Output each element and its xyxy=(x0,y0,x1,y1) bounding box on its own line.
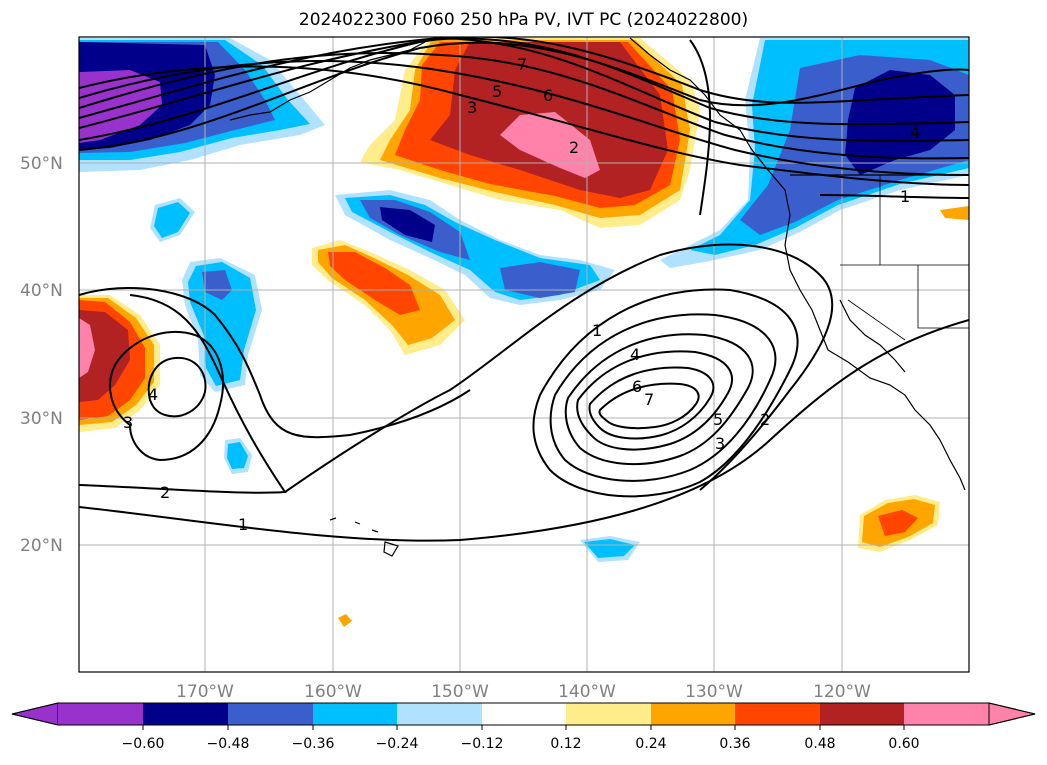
contour-line xyxy=(79,243,834,494)
pv-neg-region xyxy=(202,270,232,300)
lon-label: 170°W xyxy=(176,682,234,702)
colorbar-tick-label: −0.36 xyxy=(292,736,335,752)
lat-label: 20°N xyxy=(20,536,63,556)
lon-label: 140°W xyxy=(558,682,616,702)
pv-neg-region xyxy=(380,207,435,242)
colorbar-segment xyxy=(566,703,651,725)
contour-line xyxy=(576,350,733,451)
graticule xyxy=(79,37,969,672)
colorbar-segment xyxy=(904,703,989,725)
contour-line xyxy=(79,286,471,439)
contour-line xyxy=(109,330,224,462)
pv-neg-region xyxy=(227,442,248,469)
contour-label: 3 xyxy=(123,413,133,432)
baja-coastline xyxy=(839,299,906,373)
contour-label: 2 xyxy=(160,483,170,502)
colorbar-segment xyxy=(228,703,313,725)
longitude-labels: 170°W 160°W 150°W 140°W 130°W 120°W xyxy=(176,682,871,702)
contour-label: 3 xyxy=(467,98,477,117)
hawaii-islands xyxy=(329,517,399,557)
lon-label: 120°W xyxy=(813,682,871,702)
colorbar-segment xyxy=(651,703,735,725)
contour-label: 4 xyxy=(148,385,158,404)
colorbar-segment xyxy=(397,703,482,725)
contour-line xyxy=(79,37,969,142)
border-line xyxy=(917,265,969,329)
contour-line xyxy=(598,382,700,430)
contour-label: 4 xyxy=(630,345,640,364)
contour-label: 7 xyxy=(517,55,527,74)
colorbar-tick-label: 0.60 xyxy=(888,736,919,752)
colorbar-segment xyxy=(820,703,904,725)
colorbar-tick-label: 0.12 xyxy=(550,736,581,752)
contour-line xyxy=(549,313,777,482)
colorbar-tick-label: −0.24 xyxy=(376,736,419,752)
contour-line xyxy=(79,37,969,141)
contour-line xyxy=(79,59,969,176)
contour-label: 5 xyxy=(713,410,723,429)
contour-line xyxy=(564,333,754,466)
lat-label: 40°N xyxy=(20,281,63,301)
contour-label: 1 xyxy=(238,515,248,534)
pv-pos-region xyxy=(79,318,95,378)
contour-label: 5 xyxy=(492,82,502,101)
contour-line xyxy=(532,288,799,498)
colorbar-tick-label: −0.60 xyxy=(122,736,165,752)
colorbar-tick-label: 0.48 xyxy=(804,736,835,752)
colorbar-segment xyxy=(143,703,228,725)
contour-line xyxy=(79,52,969,160)
colorbar-segment xyxy=(313,703,397,725)
contour-label: 6 xyxy=(543,86,553,105)
map-frame xyxy=(78,36,970,673)
colorbar-tick-label: −0.48 xyxy=(207,736,250,752)
contour-label: 1 xyxy=(900,187,910,206)
pv-pos-region xyxy=(940,206,969,220)
pv-pos-region xyxy=(338,614,352,627)
pv-pos-region xyxy=(328,252,420,315)
contour-line xyxy=(79,65,969,186)
ivt-contours xyxy=(79,37,969,542)
lat-label: 30°N xyxy=(20,409,63,429)
map-title: 2024022300 F060 250 hPa PV, IVT PC (2024… xyxy=(298,10,749,30)
pv-pos-region xyxy=(878,510,918,536)
contour-line xyxy=(689,39,969,216)
lat-label: 50°N xyxy=(20,154,63,174)
contour-label: 3 xyxy=(715,434,725,453)
colorbar-extend-low xyxy=(11,702,59,726)
border-line xyxy=(847,299,906,341)
colorbar-ticks xyxy=(142,725,905,730)
colorbar-outline xyxy=(11,702,1036,726)
contour-line xyxy=(79,37,969,129)
colorbar: −0.60 −0.48 −0.36 −0.24 −0.12 0.12 0.24 … xyxy=(11,702,1036,752)
lon-label: 130°W xyxy=(685,682,743,702)
colorbar-segment xyxy=(58,703,143,725)
lon-label: 160°W xyxy=(304,682,362,702)
pv-pos-region xyxy=(500,112,600,178)
colorbar-extend-high xyxy=(988,702,1036,726)
lon-label: 150°W xyxy=(431,682,489,702)
contour-label: 1 xyxy=(592,321,602,340)
contour-label: 2 xyxy=(569,138,579,157)
contour-line xyxy=(79,319,969,542)
contour-label: 2 xyxy=(760,410,770,429)
contour-label: 6 xyxy=(632,377,642,396)
pv-neg-region xyxy=(500,262,580,298)
colorbar-tick-label: 0.24 xyxy=(635,736,666,752)
colorbar-tick-label: 0.36 xyxy=(719,736,750,752)
colorbar-segment xyxy=(735,703,820,725)
contour-label: 4 xyxy=(910,123,920,142)
pv-neg-region xyxy=(584,539,635,558)
colorbar-segment xyxy=(482,703,566,725)
contour-labels: 7 6 5 3 2 4 1 1 4 6 7 5 3 2 4 3 2 1 xyxy=(123,55,920,534)
contour-line xyxy=(588,366,715,440)
contour-line xyxy=(147,356,207,418)
colorbar-tick-label: −0.12 xyxy=(461,736,504,752)
pv-neg-region xyxy=(154,202,190,238)
latitude-labels: 50°N 40°N 30°N 20°N xyxy=(20,154,63,556)
contour-label: 7 xyxy=(644,390,654,409)
pv-pos-region xyxy=(79,310,130,402)
